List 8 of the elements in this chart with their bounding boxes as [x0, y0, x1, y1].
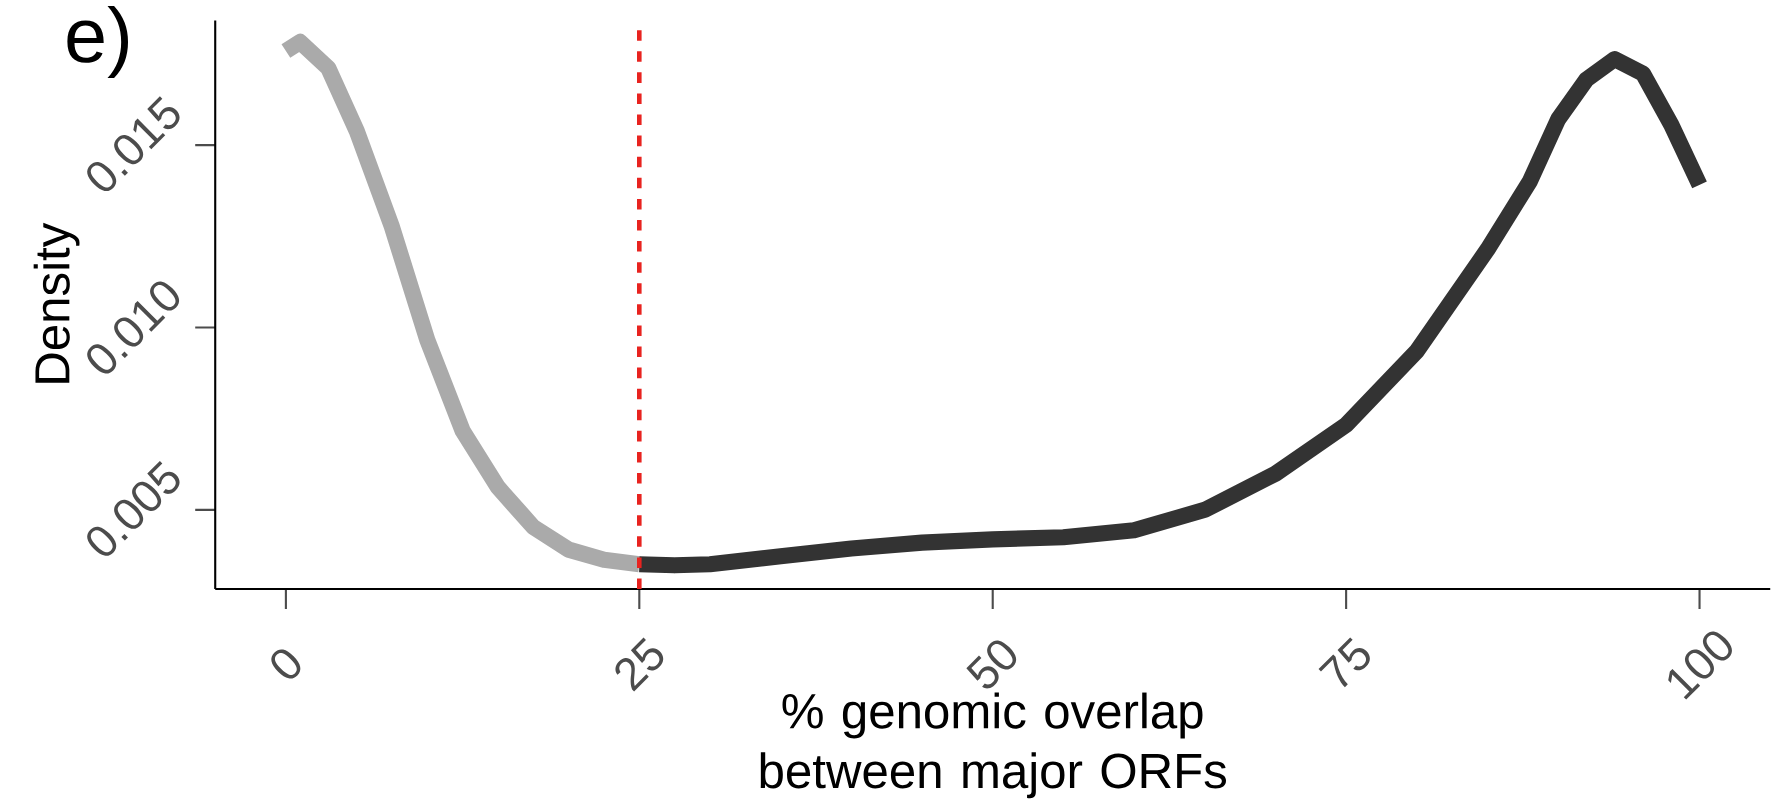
y-axis-title: Density	[33, 222, 80, 383]
x-tick-label: 75	[1318, 637, 1370, 688]
x-tick-label: 25	[615, 637, 664, 692]
x-tick-label: 100	[1668, 631, 1732, 700]
chart-title: e)	[67, 6, 129, 79]
x-tick-label: 0	[271, 649, 301, 679]
x-tick-label: 50	[966, 640, 1017, 689]
x-axis-title: % genomic overlap between major ORFs	[760, 692, 1227, 799]
